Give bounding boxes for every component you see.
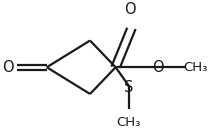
Text: S: S xyxy=(124,80,133,95)
Text: O: O xyxy=(2,60,13,75)
Text: CH₃: CH₃ xyxy=(116,116,141,129)
Text: O: O xyxy=(152,60,164,75)
Text: O: O xyxy=(125,3,136,17)
Text: CH₃: CH₃ xyxy=(184,61,208,74)
